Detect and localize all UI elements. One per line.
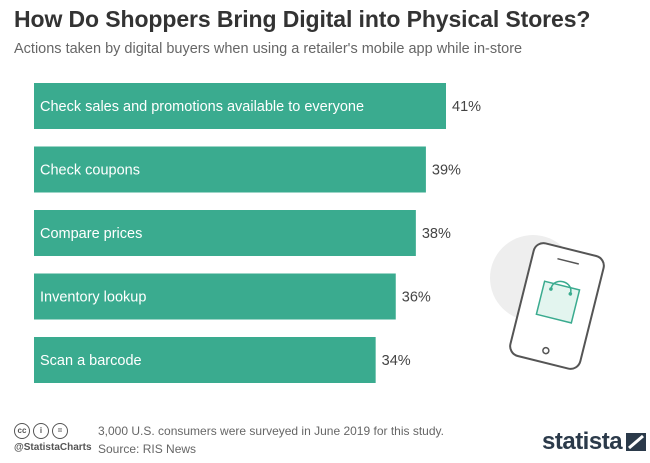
bar-category-label: Scan a barcode [40,353,142,369]
bar-category-label: Check coupons [40,163,140,179]
bar-category-label: Compare prices [40,226,142,242]
statista-logo: statista [542,428,647,456]
by-icon: i [33,423,49,439]
bar [34,273,396,320]
statista-mark-icon [626,433,647,451]
license-icons: cc i = [14,423,68,439]
source-note: Source: RIS News [98,442,197,456]
smartphone-shopping-bag-icon [490,235,605,370]
chart-subtitle: Actions taken by digital buyers when usi… [14,41,523,57]
twitter-handle[interactable]: @StatistaCharts [14,442,92,453]
bar-category-label: Inventory lookup [40,290,146,306]
bar-chart: Check sales and promotions available to … [34,83,605,383]
bar-value-label: 38% [422,226,451,242]
bar [34,210,416,256]
equals-icon: = [52,423,68,439]
survey-note: 3,000 U.S. consumers were surveyed in Ju… [98,424,444,438]
brand-wordmark: statista [542,428,623,455]
bar-value-label: 39% [432,163,461,179]
bar-value-label: 36% [402,290,431,306]
bar [34,337,376,383]
bar-value-label: 34% [382,353,411,369]
cc-icon: cc [14,423,30,439]
chart-title: How Do Shoppers Bring Digital into Physi… [14,6,591,32]
bar [34,83,446,129]
bar [34,146,426,193]
bar-category-label: Check sales and promotions available to … [40,99,364,115]
bar-value-label: 41% [452,99,481,115]
